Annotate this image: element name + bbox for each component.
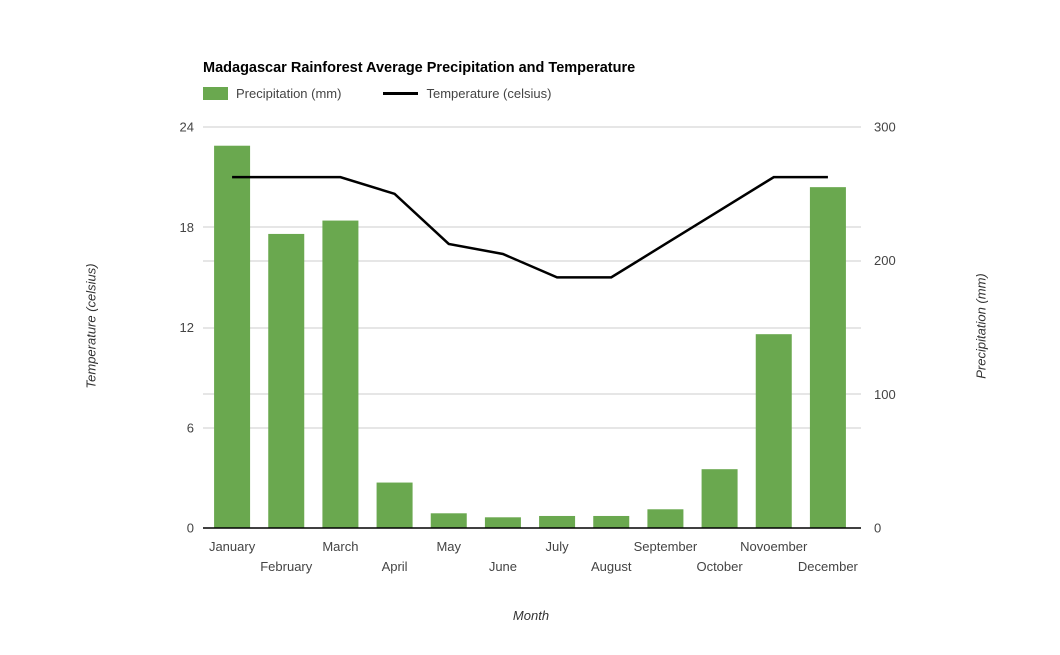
right-tick-label-200: 200 xyxy=(874,253,896,268)
x-tick-label-may: May xyxy=(436,539,461,554)
legend: Precipitation (mm) Temperature (celsius) xyxy=(203,86,551,101)
x-axis-title: Month xyxy=(512,608,550,623)
legend-item-temperature: Temperature (celsius) xyxy=(383,86,551,101)
left-tick-label-18: 18 xyxy=(180,220,194,235)
bar-february xyxy=(268,233,305,528)
legend-item-precipitation: Precipitation (mm) xyxy=(203,86,341,101)
temperature-line xyxy=(232,175,828,279)
bar-march xyxy=(322,220,359,529)
right-tick-label-300: 300 xyxy=(874,120,896,135)
x-tick-label-october: October xyxy=(696,559,743,574)
bar-april xyxy=(376,482,413,528)
x-tick-label-september: September xyxy=(634,539,698,554)
right-tick-label-100: 100 xyxy=(874,387,896,402)
bar-january xyxy=(214,145,251,529)
x-tick-label-february: February xyxy=(260,559,313,574)
x-tick-label-april: April xyxy=(382,559,408,574)
x-tick-label-march: March xyxy=(322,539,358,554)
legend-label-precipitation: Precipitation (mm) xyxy=(236,86,342,101)
left-tick-label-24: 24 xyxy=(180,120,194,135)
x-tick-label-july: July xyxy=(546,539,570,554)
bar-may xyxy=(430,513,467,528)
bar-july xyxy=(539,515,576,528)
bar-december xyxy=(809,187,846,528)
bar-august xyxy=(593,515,630,528)
bar-novoember xyxy=(755,334,792,528)
bar-september xyxy=(647,509,684,528)
bar-october xyxy=(701,469,738,528)
right-tick-label-0: 0 xyxy=(874,521,881,536)
x-tick-label-january: January xyxy=(209,539,256,554)
x-tick-label-december: December xyxy=(798,559,859,574)
precipitation-swatch-icon xyxy=(203,87,228,100)
bar-june xyxy=(484,517,521,528)
chart-title: Madagascar Rainforest Average Precipitat… xyxy=(203,60,636,76)
x-tick-label-novoember: Novoember xyxy=(740,539,808,554)
legend-label-temperature: Temperature (celsius) xyxy=(426,86,552,101)
left-tick-label-12: 12 xyxy=(180,320,194,335)
left-tick-label-0: 0 xyxy=(187,521,194,536)
x-tick-label-august: August xyxy=(591,559,632,574)
left-tick-label-6: 6 xyxy=(187,420,194,435)
temperature-line-swatch-icon xyxy=(383,92,419,95)
x-tick-label-june: June xyxy=(489,559,517,574)
